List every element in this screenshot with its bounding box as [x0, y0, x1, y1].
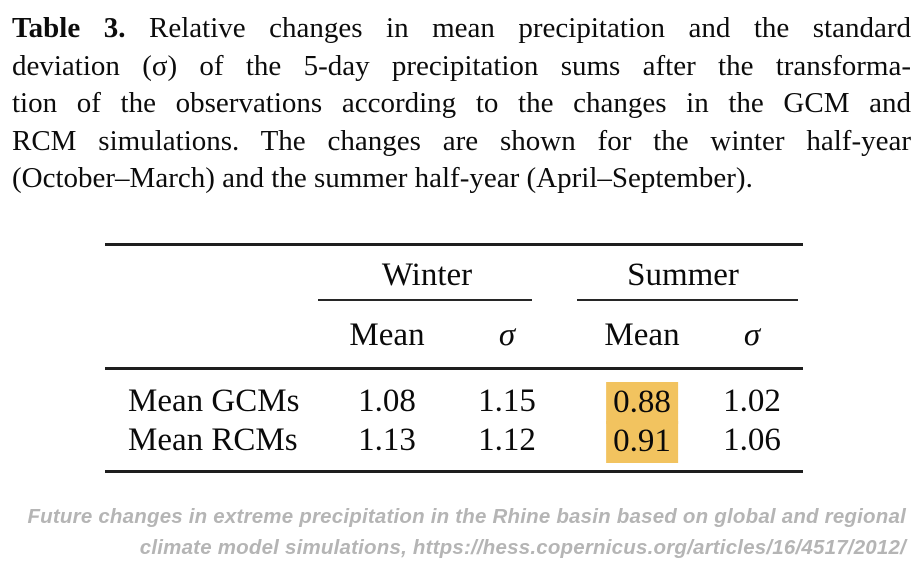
table-caption: Table 3. Relative changes in mean precip… — [12, 10, 911, 198]
table-header-rule — [105, 367, 803, 370]
cell-rcms-winter-sigma: 1.12 — [478, 422, 536, 458]
cell-gcms-summer-mean-highlighted: 0.88 — [606, 382, 678, 424]
caption-line: RCM simulations. The changes are shown f… — [12, 124, 911, 157]
row-label-mean-gcms: Mean GCMs — [128, 383, 300, 419]
column-group-winter: Winter — [381, 257, 473, 293]
column-header-summer-sigma: σ — [743, 317, 761, 353]
cell-gcms-summer-sigma: 1.02 — [723, 383, 781, 419]
cell-rcms-summer-mean-highlighted: 0.91 — [606, 421, 678, 463]
column-header-summer-mean: Mean — [604, 317, 680, 353]
cell-rcms-summer-sigma: 1.06 — [723, 422, 781, 458]
attribution-line: climate model simulations, https://hess.… — [139, 536, 906, 559]
table-bottom-rule — [105, 470, 803, 473]
winter-group-rule — [318, 299, 532, 301]
precipitation-table: Winter Summer Mean σ Mean σ Mean GCMs 1.… — [105, 243, 805, 477]
column-header-winter-sigma: σ — [498, 317, 516, 353]
column-group-summer: Summer — [627, 257, 739, 293]
attribution-line: Future changes in extreme precipitation … — [27, 505, 906, 528]
cell-gcms-winter-sigma: 1.15 — [478, 383, 536, 419]
summer-group-rule — [577, 299, 798, 301]
table-top-rule — [105, 243, 803, 246]
cell-rcms-winter-mean: 1.13 — [358, 422, 416, 458]
caption-line: (October–March) and the summer half-year… — [12, 162, 753, 194]
cell-gcms-winter-mean: 1.08 — [358, 383, 416, 419]
caption-text: Relative changes in mean precipitation a… — [149, 12, 911, 44]
caption-table-number: Table 3. — [12, 12, 126, 44]
caption-line: deviation (σ) of the 5-day precipitation… — [12, 49, 911, 82]
caption-line: Table 3. Relative changes in mean precip… — [12, 10, 911, 48]
row-label-mean-rcms: Mean RCMs — [128, 422, 298, 458]
caption-line: tion of the observations according to th… — [12, 87, 911, 119]
attribution: Future changes in extreme precipitation … — [27, 501, 906, 563]
column-header-winter-mean: Mean — [349, 317, 425, 353]
